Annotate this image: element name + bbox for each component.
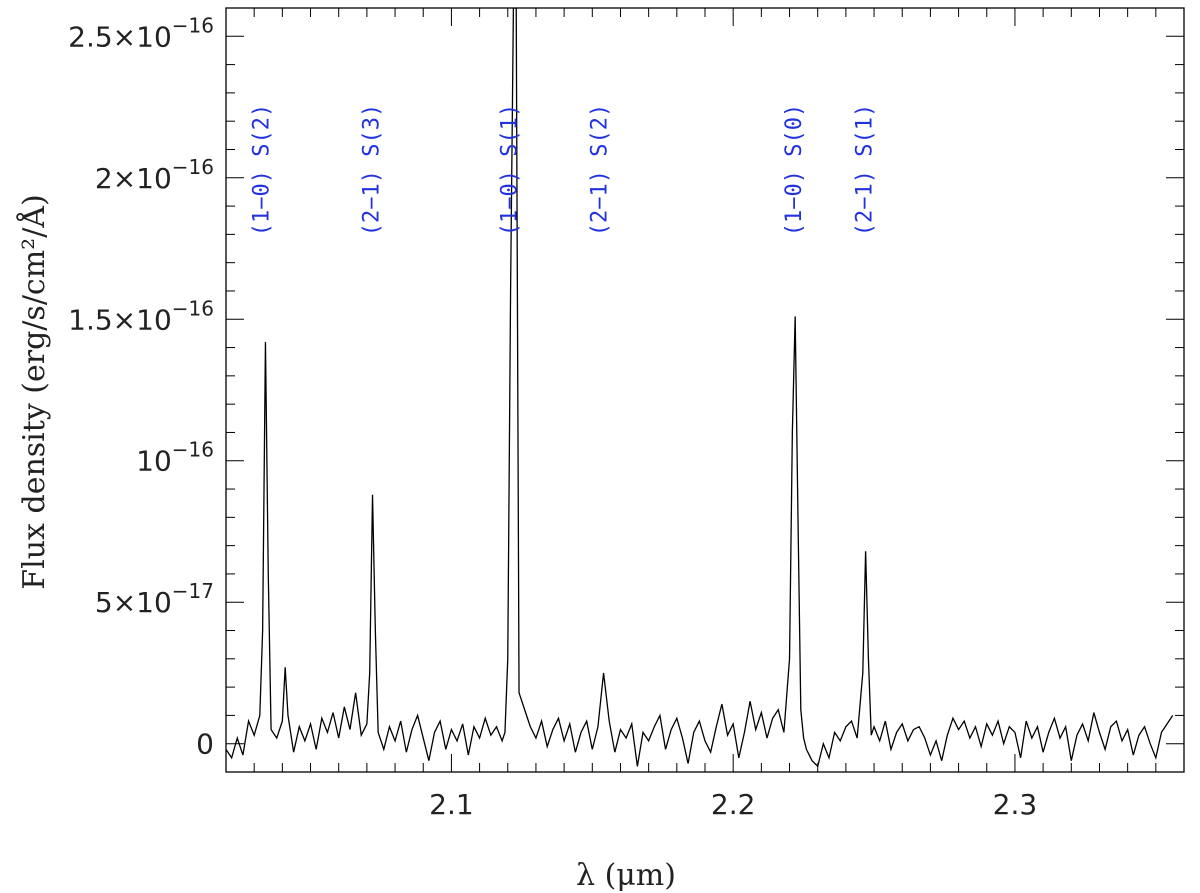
line-label: (1−0) S(1) [497, 104, 522, 236]
y-tick-label: 2×10−16 [95, 155, 214, 195]
series-group [226, 8, 1174, 768]
y-tick-labels: 0 5×10−17 10−16 1.5×10−16 2×10−16 2.5×10−16 [68, 13, 214, 760]
y-tick-label: 1.5×10−16 [68, 296, 214, 336]
axis-ticks [225, 7, 1185, 772]
y-axis-label: Flux density (erg/s/cm²/Å) [16, 194, 52, 589]
line-label: (1−0) S(2) [249, 104, 274, 236]
y-tick-label: 2.5×10−16 [68, 13, 214, 53]
x-tick-labels: 2.1 2.2 2.3 [429, 788, 1037, 821]
x-tick-label: 2.2 [711, 788, 756, 821]
y-tick-label: 10−16 [136, 438, 214, 478]
line-label: (2−1) S(3) [359, 104, 384, 236]
x-tick-label: 2.3 [993, 788, 1038, 821]
spectrum-line [226, 8, 1174, 768]
x-axis-label: λ (μm) [576, 858, 676, 893]
y-tick-label: 0 [196, 728, 214, 761]
line-label: (2−1) S(1) [852, 104, 877, 236]
plot-area: (1−0) S(2) (2−1) S(3) (1−0) S(1) (2−1) S(2)… [225, 7, 1185, 773]
line-label: (1−0) S(0) [782, 104, 807, 236]
line-label: (2−1) S(2) [588, 104, 613, 236]
y-tick-label: 5×10−17 [95, 579, 214, 619]
line-annotations: (1−0) S(2) (2−1) S(3) (1−0) S(1) (2−1) S(2)… [249, 104, 877, 236]
x-tick-label: 2.1 [429, 788, 474, 821]
